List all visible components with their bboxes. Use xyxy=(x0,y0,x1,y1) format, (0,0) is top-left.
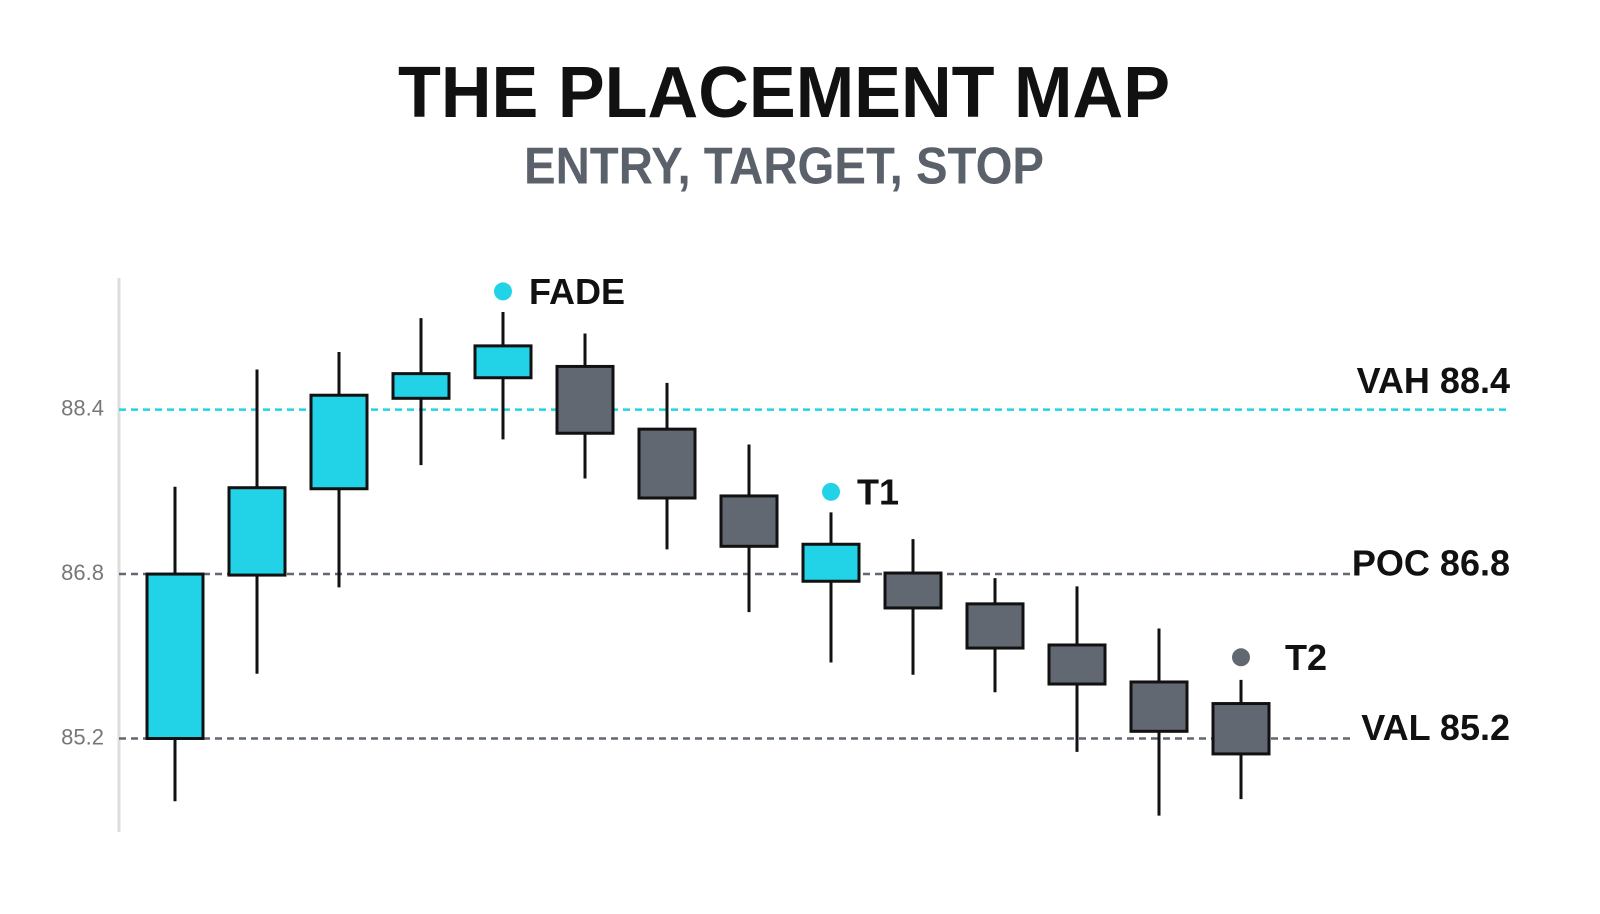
candle-body xyxy=(555,364,615,435)
candle-body xyxy=(1211,702,1271,756)
candle-body xyxy=(227,486,287,577)
candle-body xyxy=(1047,643,1107,686)
level-label: VAH 88.4 xyxy=(1357,360,1510,401)
y-tick-label: 86.8 xyxy=(61,560,104,585)
y-tick-label: 85.2 xyxy=(61,724,104,749)
candle-body xyxy=(1129,680,1189,733)
level-label: VAL 85.2 xyxy=(1361,707,1510,748)
annotation-label: T2 xyxy=(1285,637,1327,678)
candle-body xyxy=(473,344,533,380)
y-tick-label: 88.4 xyxy=(61,395,104,420)
candle-body xyxy=(391,372,451,400)
annotation-dot xyxy=(822,482,840,501)
chart-subtitle: ENTRY, TARGET, STOP xyxy=(524,138,1044,196)
candle-body xyxy=(637,427,697,500)
candle-body xyxy=(145,572,205,740)
candle-body xyxy=(965,602,1025,650)
candle-body xyxy=(801,542,861,583)
annotation-dot xyxy=(494,282,512,301)
level-label: POC 86.8 xyxy=(1352,543,1510,584)
annotation-label: FADE xyxy=(529,271,625,312)
chart-title: THE PLACEMENT MAP xyxy=(398,53,1170,133)
annotation-label: T1 xyxy=(857,471,899,512)
annotation-dot xyxy=(1232,648,1250,667)
candle-body xyxy=(883,571,943,610)
candle-body xyxy=(719,494,779,548)
candle-body xyxy=(309,393,369,491)
